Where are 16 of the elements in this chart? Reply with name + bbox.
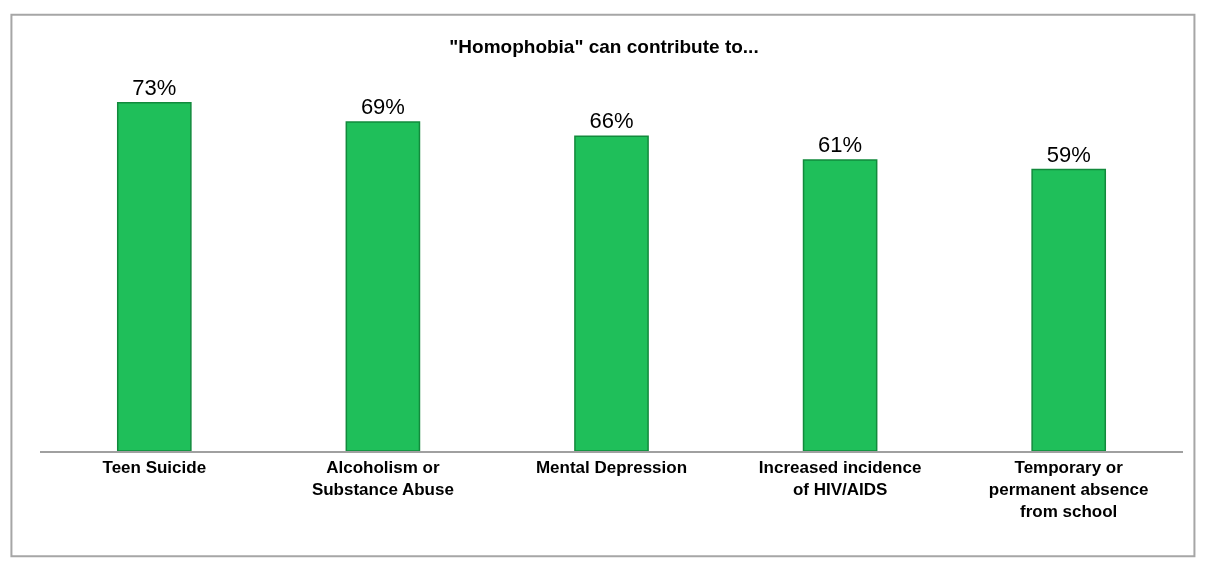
data-label: 69% bbox=[360, 93, 405, 119]
x-tick-label: Mental Depression bbox=[535, 458, 688, 478]
data-label: 73% bbox=[132, 74, 177, 100]
bar bbox=[116, 102, 192, 451]
bar bbox=[574, 135, 649, 451]
data-label: 66% bbox=[589, 108, 634, 134]
x-tick-label: Temporary or permanent absence from school bbox=[988, 458, 1149, 522]
x-tick-label: Alcoholism or Substance Abuse bbox=[311, 458, 454, 500]
x-tick-label: Increased incidence of HIV/AIDS bbox=[758, 458, 922, 500]
x-tick-label: Teen Suicide bbox=[102, 458, 207, 478]
chart-title: "Homophobia" can contribute to... bbox=[449, 35, 759, 57]
data-label: 59% bbox=[1046, 141, 1091, 167]
bar bbox=[345, 121, 421, 451]
bar bbox=[1031, 168, 1107, 451]
bar bbox=[802, 159, 878, 451]
data-label: 61% bbox=[818, 132, 863, 158]
